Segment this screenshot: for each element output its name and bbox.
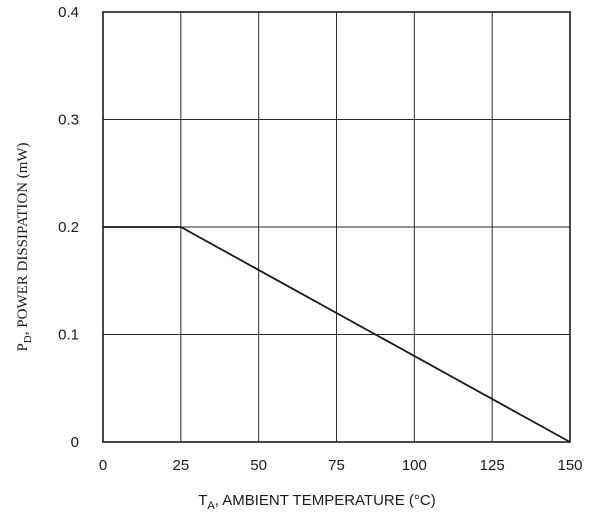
y-axis-title-subscript: D — [22, 335, 34, 343]
y-tick-label: 0.3 — [58, 112, 79, 129]
y-tick-label: 0.1 — [58, 327, 79, 344]
x-tick-label: 125 — [480, 457, 505, 474]
x-tick-label: 100 — [402, 457, 427, 474]
y-axis-title-rest: , POWER DISSIPATION (mW) — [15, 142, 31, 335]
y-axis-title: PD, POWER DISSIPATION (mW) — [15, 142, 34, 351]
power-dissipation-line — [103, 226, 571, 443]
x-tick-label: 50 — [250, 457, 267, 474]
x-axis-title-rest: , AMBIENT TEMPERATURE (°C) — [215, 492, 436, 509]
x-tick-labels: 0 25 50 75 100 125 150 — [99, 457, 583, 474]
x-tick-label: 25 — [172, 457, 189, 474]
x-axis-title-subscript: A — [207, 500, 215, 512]
y-tick-label: 0 — [71, 434, 79, 451]
x-tick-label: 75 — [328, 457, 345, 474]
x-axis-title-main: T — [198, 492, 207, 509]
y-axis-title-main: P — [15, 343, 31, 351]
y-tick-labels: 0 0.1 0.2 0.3 0.4 — [58, 4, 79, 451]
x-tick-label: 0 — [99, 457, 107, 474]
x-axis-title: TA, AMBIENT TEMPERATURE (°C) — [198, 492, 436, 512]
y-tick-label: 0.2 — [58, 219, 79, 236]
y-tick-label: 0.4 — [58, 4, 79, 21]
x-tick-label: 150 — [557, 457, 582, 474]
series-group — [103, 226, 571, 443]
